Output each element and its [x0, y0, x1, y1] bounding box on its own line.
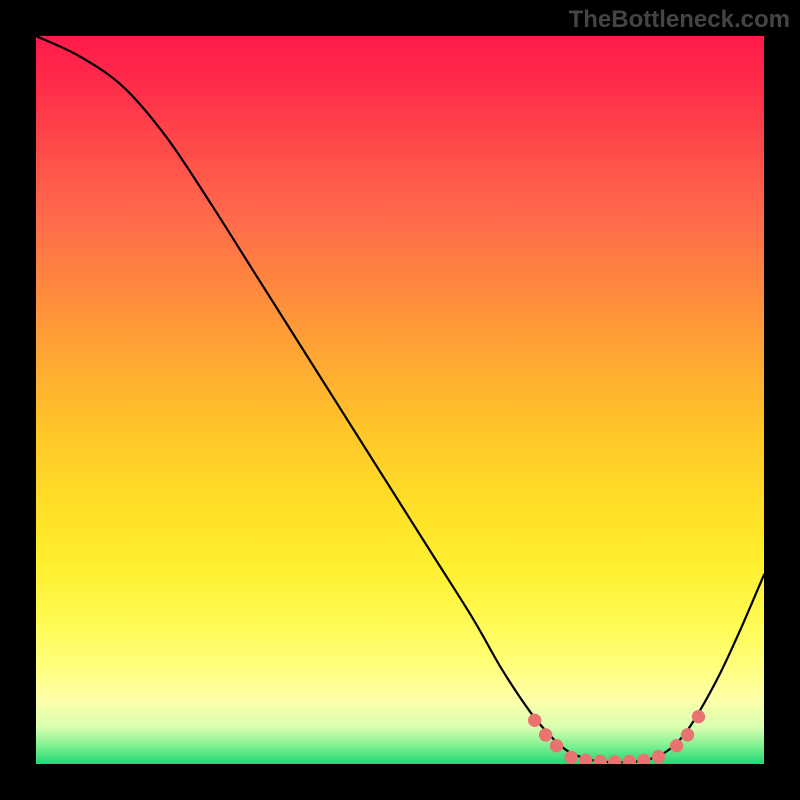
bottleneck-curve-chart	[0, 0, 800, 800]
marker-point	[528, 714, 540, 726]
marker-point	[539, 729, 551, 741]
marker-point	[670, 740, 682, 752]
marker-point	[681, 729, 693, 741]
marker-point	[565, 751, 577, 763]
marker-point	[652, 751, 664, 763]
chart-container: TheBottleneck.com	[0, 0, 800, 800]
chart-background-gradient	[36, 36, 764, 764]
watermark-text: TheBottleneck.com	[569, 6, 790, 34]
marker-point	[550, 740, 562, 752]
marker-point	[692, 710, 704, 722]
